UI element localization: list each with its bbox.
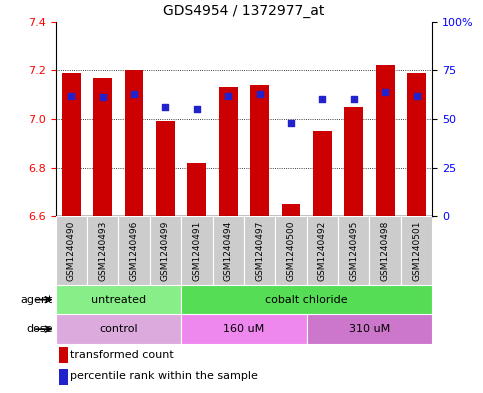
Text: GSM1240500: GSM1240500 [286,220,296,281]
Bar [369,216,401,285]
Text: percentile rank within the sample: percentile rank within the sample [70,371,258,382]
Bar [181,314,307,344]
Bar [376,65,395,216]
Text: 310 uM: 310 uM [349,324,390,334]
Text: cobalt chloride: cobalt chloride [265,295,348,305]
Text: GSM1240493: GSM1240493 [98,220,107,281]
Point [130,90,138,97]
Text: untreated: untreated [91,295,146,305]
Text: 160 uM: 160 uM [223,324,265,334]
Point [99,94,107,101]
Bar [219,87,238,216]
Bar [181,216,213,285]
Bar [93,77,112,216]
Text: GDS4954 / 1372977_at: GDS4954 / 1372977_at [163,4,325,18]
Bar [401,216,432,285]
Bar [150,216,181,285]
Bar [307,216,338,285]
Bar [338,216,369,285]
Bar [282,204,300,216]
Text: control: control [99,324,138,334]
Text: transformed count: transformed count [70,350,173,360]
Bar [250,85,269,216]
Bar [87,216,118,285]
Bar [187,163,206,216]
Bar [313,131,332,216]
Bar [125,70,143,216]
Text: GSM1240499: GSM1240499 [161,220,170,281]
Bar [59,369,69,384]
Point [68,92,75,99]
Bar [407,73,426,216]
Point [256,90,264,97]
Text: GSM1240494: GSM1240494 [224,220,233,281]
Bar [213,216,244,285]
Bar [156,121,175,216]
Text: GSM1240491: GSM1240491 [192,220,201,281]
Bar [56,216,87,285]
Bar [118,216,150,285]
Bar [244,216,275,285]
Bar [275,216,307,285]
Bar [62,73,81,216]
Point [319,96,327,103]
Point [412,92,420,99]
Point [287,119,295,126]
Point [161,104,170,110]
Text: GSM1240490: GSM1240490 [67,220,76,281]
Bar [344,107,363,216]
Bar [59,347,69,363]
Point [193,106,201,112]
Point [350,96,357,103]
Bar [56,285,181,314]
Point [382,88,389,95]
Text: GSM1240501: GSM1240501 [412,220,421,281]
Text: GSM1240495: GSM1240495 [349,220,358,281]
Text: agent: agent [21,295,53,305]
Bar [56,314,181,344]
Text: GSM1240496: GSM1240496 [129,220,139,281]
Bar [181,285,432,314]
Text: GSM1240498: GSM1240498 [381,220,390,281]
Bar [307,314,432,344]
Point [224,92,232,99]
Text: GSM1240497: GSM1240497 [255,220,264,281]
Text: dose: dose [27,324,53,334]
Text: GSM1240492: GSM1240492 [318,220,327,281]
